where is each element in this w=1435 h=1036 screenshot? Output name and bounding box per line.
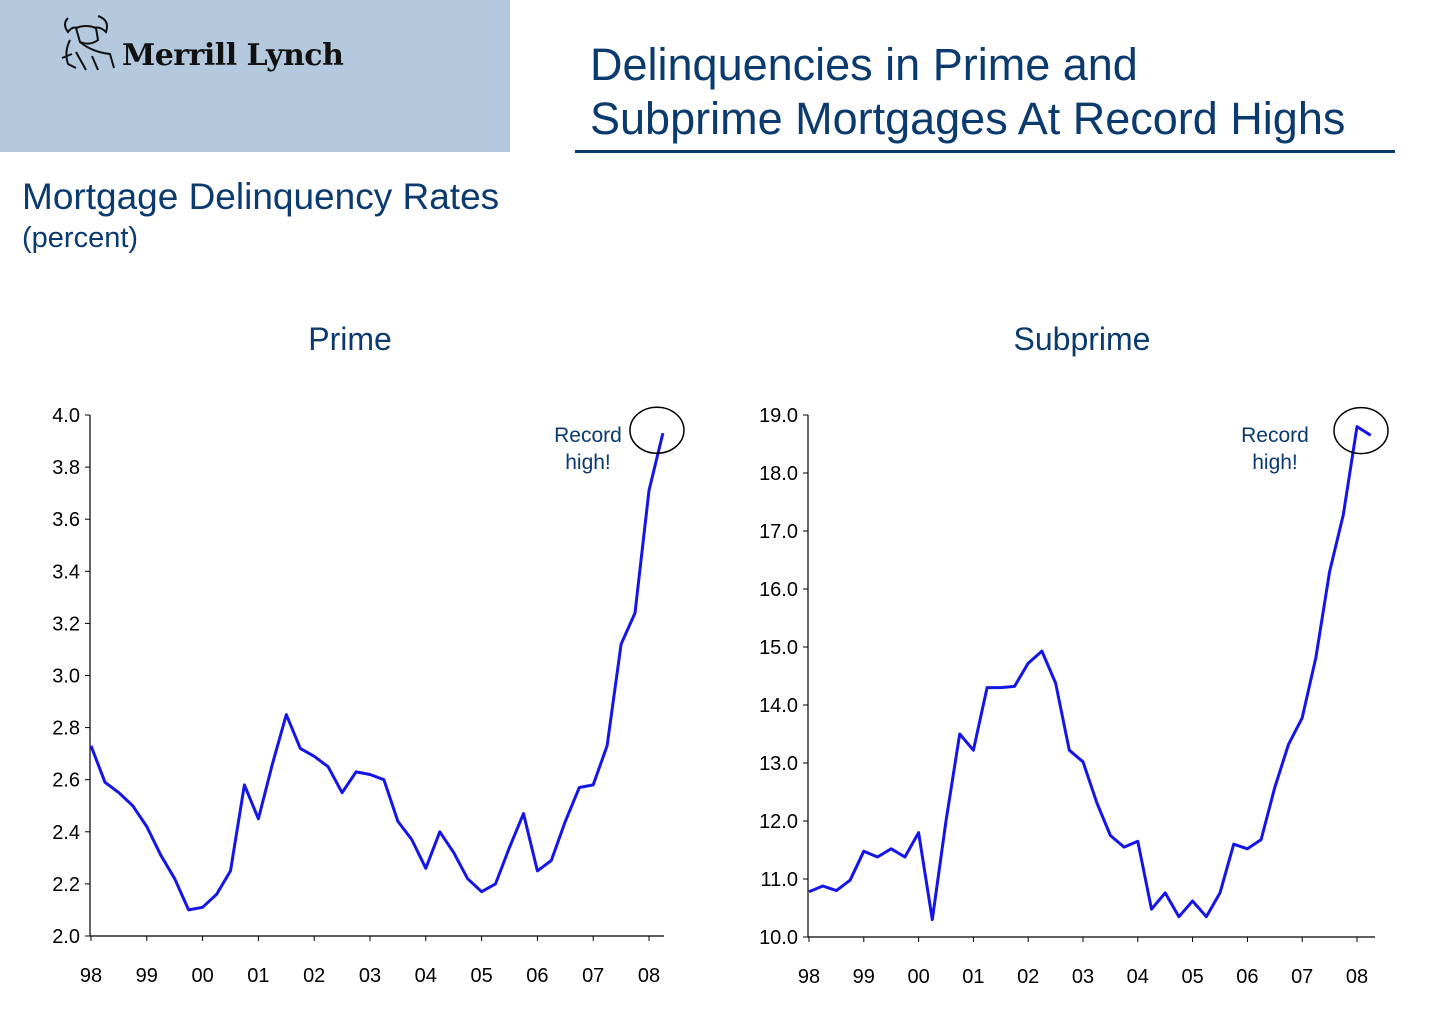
subprime-chart-title: Subprime <box>1014 321 1151 357</box>
subprime-x-tick-label: 98 <box>798 966 820 988</box>
prime-chart: Prime 2.0 2.2 2.4 2.6 2.8 3.0 3.2 3.4 3.6 3.8 4.0 98… <box>52 321 685 987</box>
prime-annotation-line1: Record <box>554 424 622 447</box>
page-title-line1: Delinquencies in Prime and <box>590 39 1138 90</box>
title-divider <box>575 150 1395 153</box>
prime-y-tick-label: 2.2 <box>52 874 80 896</box>
subprime-x-tick-label: 99 <box>853 966 875 988</box>
prime-y-tick-label: 3.0 <box>52 666 80 688</box>
prime-x-tick-label: 02 <box>303 965 325 987</box>
prime-y-tick-label: 2.8 <box>52 718 80 740</box>
prime-x-tick-label: 03 <box>359 965 381 987</box>
prime-y-tick-label: 2.4 <box>52 822 80 844</box>
subprime-x-tick-label: 01 <box>962 966 984 988</box>
prime-x-tick-label: 08 <box>638 965 660 987</box>
prime-record-circle <box>629 406 685 454</box>
prime-x-tick-label: 00 <box>191 965 213 987</box>
logo-panel: Merrill Lynch <box>0 0 510 152</box>
subprime-x-tick-label: 05 <box>1181 966 1203 988</box>
page-title-line2: Subprime Mortgages At Record Highs <box>590 93 1346 144</box>
subprime-y-tick-label: 18.0 <box>759 463 798 485</box>
prime-series-line <box>89 432 665 912</box>
prime-y-tick-label: 3.2 <box>52 613 80 635</box>
subprime-chart: Subprime 10.0 11.0 12.0 13.0 14.0 15.0 16.0 17.0… <box>759 321 1389 988</box>
prime-y-tick-label: 3.6 <box>52 509 80 531</box>
subprime-x-tick-label: 03 <box>1072 966 1094 988</box>
chart-subtitle: Mortgage Delinquency Rates <box>22 176 500 217</box>
subprime-x-tick-label: 06 <box>1236 966 1258 988</box>
prime-x-tick-label: 99 <box>136 965 158 987</box>
subprime-x-tick-label: 08 <box>1346 966 1368 988</box>
prime-chart-title: Prime <box>308 321 392 357</box>
prime-x-tick-label: 98 <box>80 965 102 987</box>
subprime-y-tick-label: 12.0 <box>759 811 798 833</box>
prime-annotation-line2: high! <box>565 451 611 474</box>
subprime-x-tick-label: 02 <box>1017 966 1039 988</box>
subprime-y-tick-label: 13.0 <box>759 753 798 775</box>
subprime-x-tick-label: 00 <box>907 966 929 988</box>
prime-y-tick-label: 3.8 <box>52 457 80 479</box>
chart-unit: (percent) <box>22 222 139 254</box>
prime-x-tick-label: 07 <box>582 965 604 987</box>
subprime-y-tick-label: 19.0 <box>759 405 798 427</box>
prime-y-tick-label: 3.4 <box>52 561 80 583</box>
subprime-y-tick-label: 16.0 <box>759 579 798 601</box>
subprime-y-tick-label: 10.0 <box>759 927 798 949</box>
page-title: Delinquencies in Prime and Subprime Mort… <box>590 38 1345 146</box>
subprime-x-tick-label: 04 <box>1127 966 1149 988</box>
prime-y-tick-label: 2.6 <box>52 770 80 792</box>
prime-y-tick-label: 2.0 <box>52 926 80 948</box>
subprime-annotation-line2: high! <box>1252 451 1298 474</box>
subprime-y-tick-label: 14.0 <box>759 695 798 717</box>
subprime-record-circle <box>1333 406 1389 455</box>
subprime-x-tick-label: 07 <box>1291 966 1313 988</box>
subprime-series-line <box>808 425 1372 922</box>
prime-x-tick-label: 06 <box>526 965 548 987</box>
bull-icon <box>61 15 115 71</box>
prime-x-tick-label: 01 <box>247 965 269 987</box>
prime-y-tick-label: 4.0 <box>52 405 80 427</box>
subprime-y-tick-label: 17.0 <box>759 521 798 543</box>
subprime-y-tick-label: 15.0 <box>759 637 798 659</box>
brand-name: Merrill Lynch <box>122 38 344 73</box>
prime-x-tick-label: 05 <box>470 965 492 987</box>
subprime-annotation-line1: Record <box>1241 424 1309 447</box>
prime-x-tick-label: 04 <box>415 965 437 987</box>
subprime-y-tick-label: 11.0 <box>761 869 798 891</box>
